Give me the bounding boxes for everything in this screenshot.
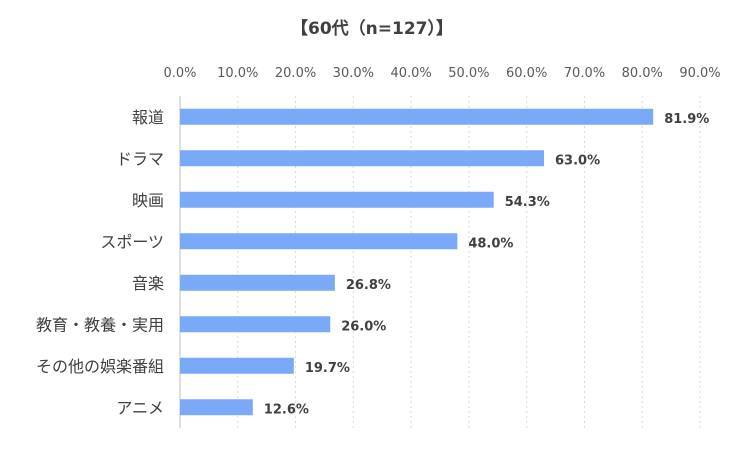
category-label: 報道 xyxy=(132,108,164,127)
data-labels: 81.9% 63.0% 54.3% 48.0% 26.8% 26.0% 19.7% 12.6% xyxy=(264,112,710,418)
category-label: 音楽 xyxy=(132,274,164,293)
bar xyxy=(180,108,654,125)
x-axis-ticks: 0.0% 10.0% 20.0% 30.0% 40.0% 50.0% 60.0% 70.0% 8… xyxy=(163,66,720,81)
x-tick-label: 0.0% xyxy=(163,66,196,81)
x-tick-label: 50.0% xyxy=(448,66,489,81)
bar xyxy=(180,274,335,291)
x-tick-label: 60.0% xyxy=(506,66,547,81)
data-label: 63.0% xyxy=(555,153,600,168)
bar xyxy=(180,316,331,333)
x-tick-label: 30.0% xyxy=(333,66,374,81)
bars xyxy=(180,108,654,416)
category-label: 教育・教養・実用 xyxy=(36,315,164,334)
bar xyxy=(180,191,494,208)
x-tick-label: 20.0% xyxy=(275,66,316,81)
category-label: アニメ xyxy=(116,398,164,417)
category-label: ドラマ xyxy=(116,149,164,168)
bar xyxy=(180,233,458,250)
x-tick-label: 80.0% xyxy=(622,66,663,81)
data-label: 12.6% xyxy=(264,402,309,417)
data-label: 48.0% xyxy=(468,236,513,251)
data-label: 54.3% xyxy=(505,195,550,210)
data-label: 19.7% xyxy=(305,361,350,376)
data-label: 26.8% xyxy=(346,278,391,293)
chart-title: 【60代（n=127）】 xyxy=(291,18,453,39)
data-label: 26.0% xyxy=(341,319,386,334)
bar xyxy=(180,357,294,374)
x-tick-label: 90.0% xyxy=(679,66,720,81)
category-label: スポーツ xyxy=(100,232,164,251)
data-label: 81.9% xyxy=(664,112,709,127)
x-tick-label: 70.0% xyxy=(564,66,605,81)
bar xyxy=(180,150,544,167)
x-tick-label: 40.0% xyxy=(390,66,431,81)
category-label: その他の娯楽番組 xyxy=(36,357,164,376)
bar xyxy=(180,399,253,416)
category-label: 映画 xyxy=(132,191,164,210)
gridlines xyxy=(179,96,701,428)
x-tick-label: 10.0% xyxy=(217,66,258,81)
